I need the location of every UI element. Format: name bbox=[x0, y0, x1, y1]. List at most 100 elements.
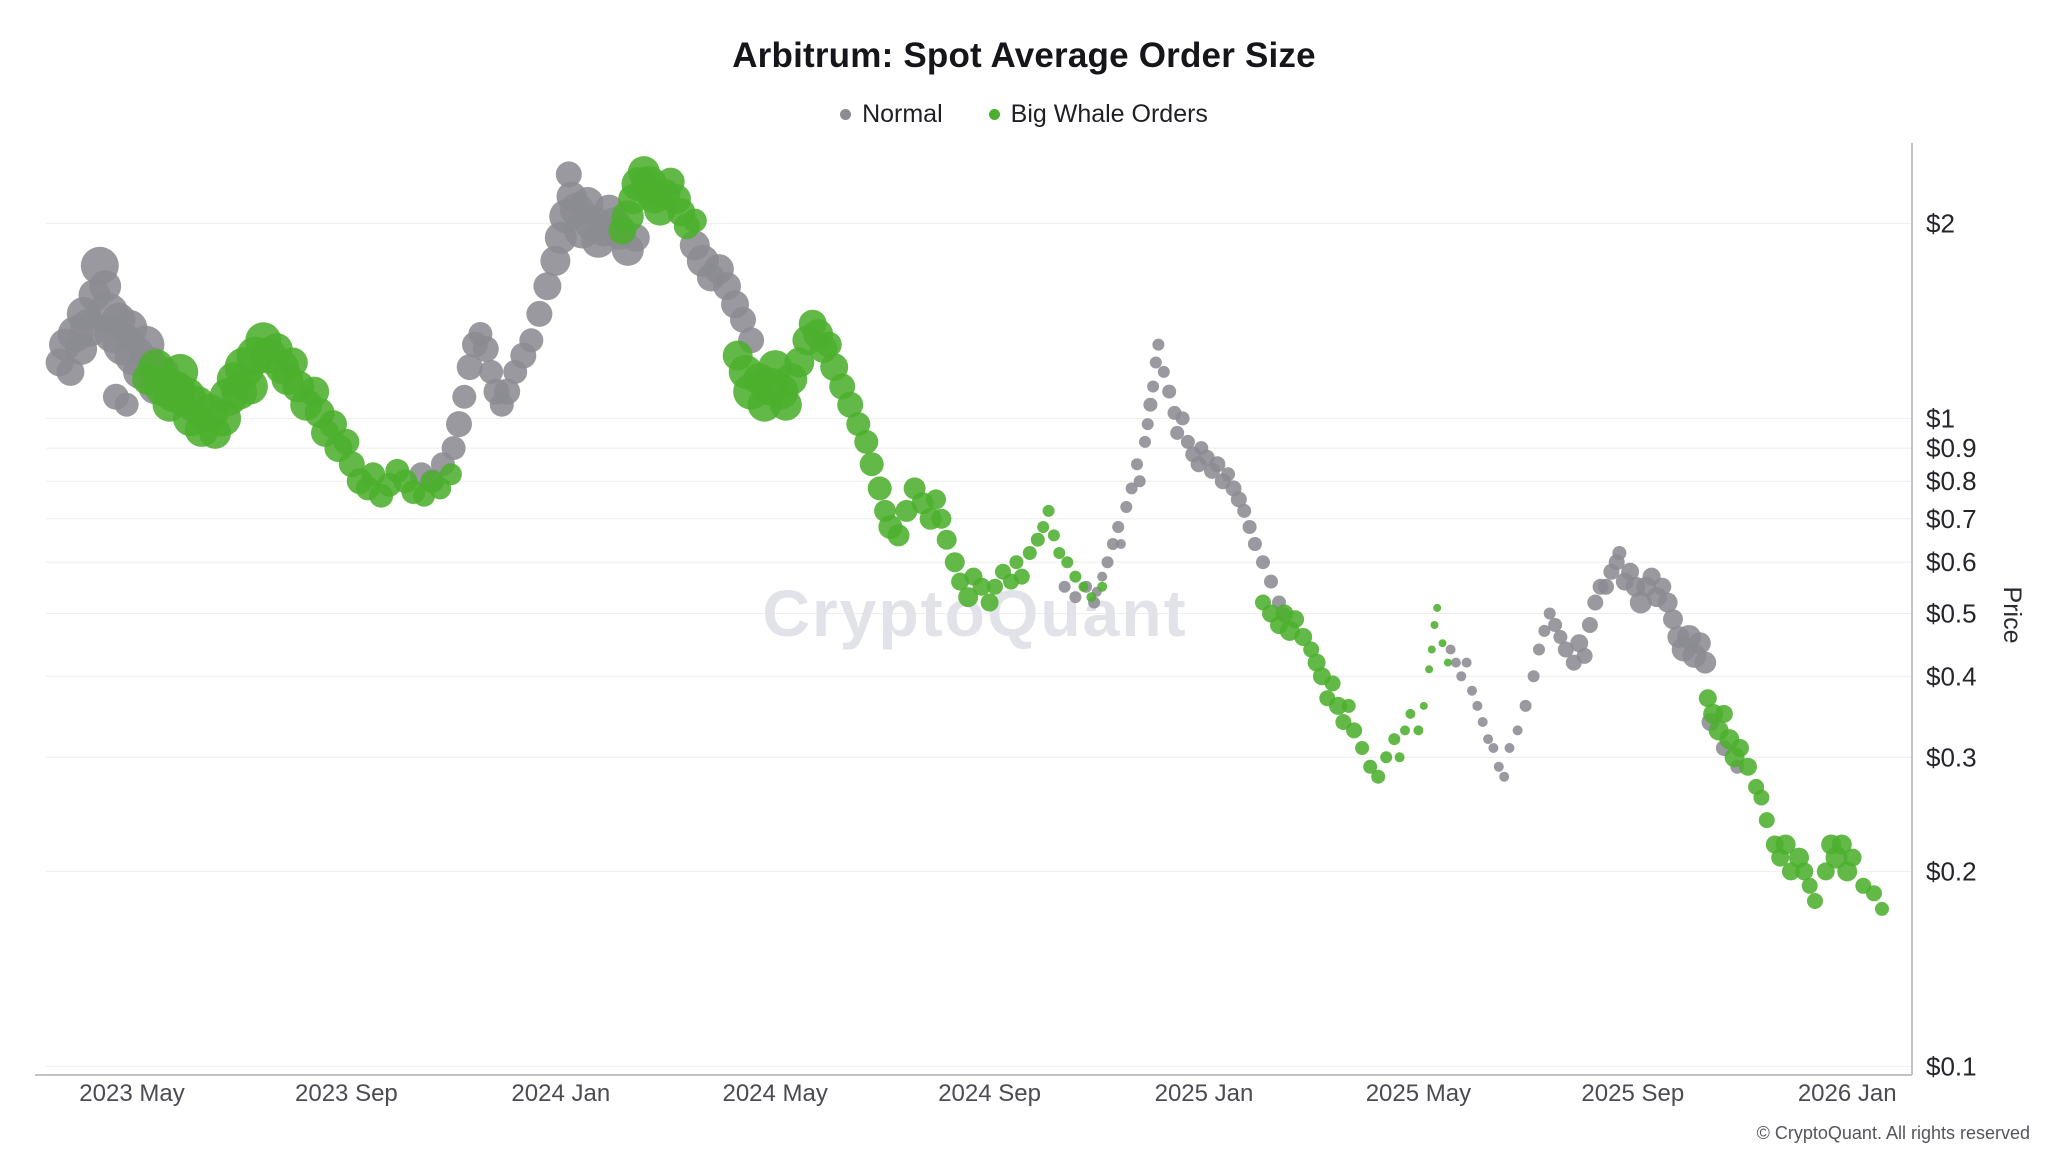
normal-order-point bbox=[1247, 537, 1262, 551]
whale-order-point bbox=[1097, 581, 1108, 592]
normal-order-point bbox=[1125, 482, 1138, 495]
whale-order-point bbox=[936, 529, 957, 550]
whale-order-point bbox=[1047, 529, 1060, 542]
normal-order-point bbox=[1519, 699, 1532, 712]
y-axis-tick-label: $2 bbox=[1926, 208, 1955, 238]
normal-order-point bbox=[1538, 624, 1551, 637]
normal-order-point bbox=[56, 357, 85, 386]
normal-order-point bbox=[1663, 609, 1683, 630]
whale-order-point bbox=[1413, 725, 1424, 736]
whale-order-point bbox=[439, 463, 462, 486]
x-axis-tick-label: 2026 Jan bbox=[1798, 1080, 1897, 1107]
normal-order-point bbox=[1175, 411, 1190, 426]
whale-order-point bbox=[1400, 725, 1410, 736]
whale-order-point bbox=[1443, 658, 1452, 667]
normal-order-point bbox=[1587, 594, 1604, 611]
whale-order-point bbox=[926, 489, 946, 510]
whale-order-point bbox=[854, 429, 879, 454]
whale-order-point bbox=[972, 577, 991, 596]
normal-order-point bbox=[1445, 644, 1456, 655]
copyright-notice: © CryptoQuant. All rights reserved bbox=[1756, 1123, 2030, 1143]
normal-order-point bbox=[1557, 641, 1574, 658]
normal-order-point bbox=[1461, 657, 1472, 668]
normal-order-point bbox=[1256, 555, 1270, 570]
normal-order-point bbox=[1242, 520, 1257, 534]
whale-order-point bbox=[231, 368, 268, 405]
legend-label-big-whale-orders: Big Whale Orders bbox=[1010, 100, 1208, 128]
whale-order-point bbox=[1335, 714, 1352, 730]
whale-order-point bbox=[1346, 722, 1363, 739]
whale-order-point bbox=[1831, 834, 1852, 855]
normal-order-point bbox=[1149, 356, 1162, 369]
whale-order-point bbox=[1433, 603, 1442, 612]
normal-order-point bbox=[494, 378, 521, 405]
normal-order-point bbox=[1101, 556, 1114, 569]
y-axis-tick-label: $0.5 bbox=[1926, 599, 1977, 629]
whale-order-point bbox=[1030, 532, 1045, 547]
whale-order-point bbox=[1698, 689, 1717, 708]
whale-order-point bbox=[1380, 751, 1393, 764]
normal-order-point bbox=[1120, 501, 1133, 513]
normal-order-point bbox=[1112, 521, 1125, 533]
normal-order-point bbox=[1450, 657, 1461, 668]
normal-order-point bbox=[1467, 685, 1477, 696]
whale-order-point bbox=[1286, 610, 1305, 629]
legend-item-normal[interactable]: Normal bbox=[840, 100, 943, 129]
normal-order-point bbox=[1133, 475, 1146, 488]
whale-order-point bbox=[987, 578, 1003, 595]
whale-order-point bbox=[815, 331, 842, 358]
normal-order-point bbox=[1477, 717, 1488, 727]
normal-order-point bbox=[1612, 546, 1627, 560]
whale-order-point bbox=[1341, 698, 1356, 713]
normal-order-point bbox=[1162, 384, 1177, 399]
whale-order-point bbox=[1801, 877, 1818, 894]
whale-order-point bbox=[1307, 653, 1326, 672]
normal-order-point bbox=[1694, 651, 1717, 674]
whale-order-point bbox=[1405, 708, 1416, 719]
normal-order-point bbox=[533, 272, 562, 301]
whale-order-point bbox=[1394, 752, 1405, 763]
whale-order-point bbox=[1324, 675, 1341, 692]
normal-order-point bbox=[1533, 643, 1545, 656]
whale-order-point bbox=[1807, 893, 1823, 909]
y-axis-tick-label: $0.6 bbox=[1926, 547, 1977, 577]
normal-order-point bbox=[446, 411, 472, 438]
y-axis-tick-label: $0.2 bbox=[1926, 856, 1977, 886]
y-axis-tick-label: $0.9 bbox=[1926, 433, 1977, 463]
whale-order-point bbox=[1355, 741, 1370, 755]
normal-order-point bbox=[1456, 671, 1467, 682]
normal-order-point bbox=[555, 161, 582, 188]
normal-order-point bbox=[1170, 425, 1185, 440]
x-axis-tick-label: 2024 Sep bbox=[938, 1080, 1041, 1107]
whale-order-point bbox=[1022, 546, 1037, 560]
normal-order-point bbox=[472, 336, 499, 362]
legend-item-big-whale-orders[interactable]: Big Whale Orders bbox=[988, 100, 1208, 129]
normal-order-point bbox=[1488, 743, 1499, 753]
whale-order-point bbox=[1866, 885, 1882, 902]
whale-order-point bbox=[1875, 901, 1889, 916]
whale-order-point bbox=[944, 552, 965, 573]
whale-order-point bbox=[1714, 704, 1733, 723]
whale-order-point bbox=[1371, 769, 1386, 784]
whale-order-point bbox=[837, 391, 864, 418]
whale-order-point bbox=[1430, 621, 1439, 629]
normal-order-point bbox=[1157, 365, 1170, 378]
y-axis-tick-label: $1 bbox=[1926, 403, 1955, 433]
legend-label-normal: Normal bbox=[862, 100, 943, 128]
normal-order-point bbox=[441, 436, 466, 461]
y-axis-tick-label: $0.1 bbox=[1926, 1051, 1977, 1081]
normal-order-point bbox=[1499, 771, 1510, 782]
whale-order-point bbox=[1042, 504, 1055, 517]
x-axis-tick-label: 2025 May bbox=[1366, 1080, 1471, 1107]
normal-order-point bbox=[1143, 397, 1158, 412]
whale-order-point bbox=[1037, 521, 1050, 533]
chart-legend: Normal Big Whale Orders bbox=[0, 100, 2048, 129]
whale-order-point bbox=[1329, 696, 1347, 715]
x-axis-tick-label: 2023 Sep bbox=[295, 1080, 398, 1107]
price-axis-title: Price bbox=[1998, 587, 2026, 644]
y-axis-tick-label: $0.8 bbox=[1926, 466, 1977, 496]
whale-order-point bbox=[769, 388, 802, 421]
whale-order-point bbox=[1438, 639, 1447, 648]
whale-order-point bbox=[1758, 812, 1775, 829]
